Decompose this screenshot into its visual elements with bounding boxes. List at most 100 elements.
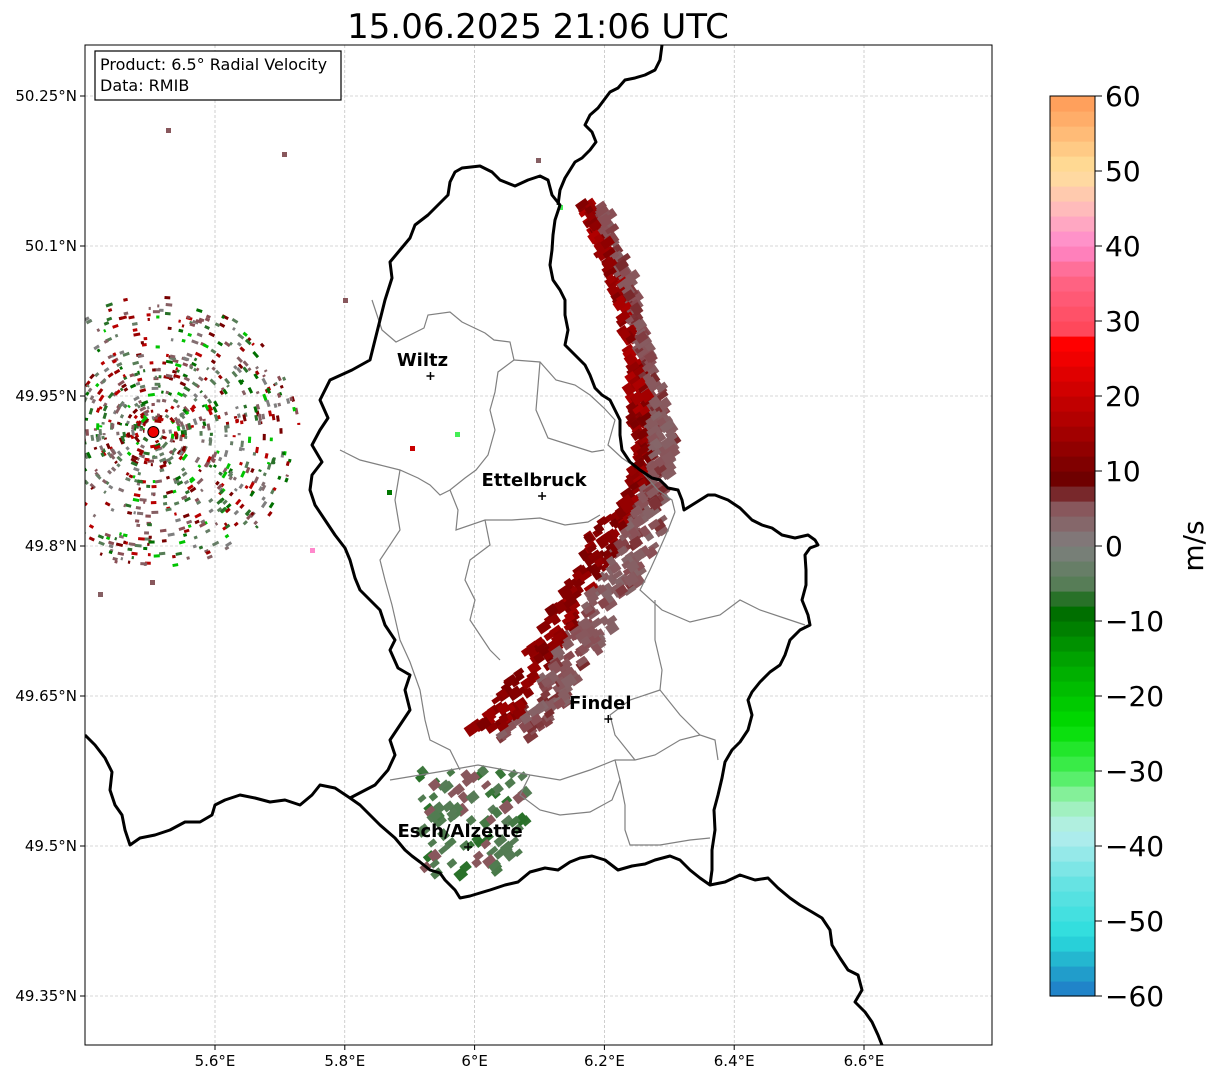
radar-clutter-gate <box>64 493 69 498</box>
radar-clutter-gate <box>161 390 164 394</box>
radar-clutter-gate <box>133 332 141 337</box>
radar-clutter-gate <box>151 386 159 390</box>
radar-echo-gate <box>503 673 517 686</box>
radar-clutter-gate <box>224 425 228 433</box>
radar-clutter-gate <box>159 452 165 457</box>
colorbar-band <box>1050 291 1095 307</box>
radar-clutter-gate <box>213 400 219 408</box>
radar-clutter-gate <box>238 483 244 490</box>
radar-clutter-gate <box>78 341 84 346</box>
canton-border <box>654 600 719 761</box>
map-panel[interactable]: Wiltz Ettelbruck Findel Esch/Alzette Produc… <box>3 44 993 1046</box>
radar-echo-gate <box>527 660 542 675</box>
radar-clutter-gate <box>263 369 268 373</box>
radar-echo-gate <box>504 777 516 789</box>
lon-tick-label: 6°E <box>461 1052 488 1070</box>
radar-clutter-gate <box>76 349 82 354</box>
radar-clutter-gate <box>137 353 145 359</box>
radar-clutter-gate <box>8 442 12 447</box>
radar-clutter-gate <box>165 353 169 358</box>
radar-clutter-gate <box>69 339 74 344</box>
radar-clutter-gate <box>272 461 276 465</box>
radar-clutter-gate <box>220 387 225 391</box>
radar-clutter-gate <box>109 448 117 456</box>
lon-tick-label: 6.4°E <box>714 1052 755 1070</box>
radar-clutter-gate <box>136 404 141 409</box>
radar-clutter-gate <box>195 318 203 324</box>
radar-clutter-gate <box>182 513 190 519</box>
colorbar-band <box>1050 576 1095 592</box>
radar-clutter-gate <box>173 431 178 437</box>
radar-echo-gate <box>518 718 534 734</box>
radar-echo-gate <box>604 614 618 627</box>
radar-clutter-gate <box>12 439 16 445</box>
radar-clutter-gate <box>54 452 58 457</box>
radar-echo-gate <box>493 848 505 860</box>
radar-clutter-gate <box>247 436 252 443</box>
radar-clutter-gate <box>85 364 86 372</box>
radar-clutter-gate <box>240 440 244 448</box>
lon-tick-label: 5.6°E <box>195 1052 236 1070</box>
colorbar: 60 50 40 30 20 10 0 −10 −20 −30 −40 −50 −60 m/s <box>1049 80 1207 1013</box>
radar-echo-gate <box>527 677 537 686</box>
radar-clutter-gate <box>128 542 136 547</box>
radar-site <box>144 423 163 441</box>
radar-clutter-gate <box>205 550 211 555</box>
radar-clutter-gate <box>133 435 141 443</box>
radar-clutter-gate <box>260 484 267 492</box>
radar-clutter-gate <box>154 368 161 372</box>
radar-clutter-gate <box>226 384 230 388</box>
radar-clutter-gate <box>131 321 138 326</box>
radar-echo-gate <box>511 823 524 835</box>
radar-clutter-gate <box>207 404 214 412</box>
radar-echo-gate <box>452 783 465 796</box>
radar-clutter-gate <box>188 363 194 368</box>
radar-clutter-gate <box>50 510 57 517</box>
radar-echo-gate <box>453 867 469 882</box>
radar-echo-gate <box>593 522 605 535</box>
radar-clutter-gate <box>247 387 254 394</box>
radar-clutter-gate <box>85 501 88 507</box>
radar-clutter-gate <box>219 506 227 514</box>
radar-clutter-gate <box>200 519 206 525</box>
radar-clutter-gate <box>110 507 115 512</box>
radar-echo-gate <box>658 396 672 411</box>
radar-echo-gate <box>447 812 459 823</box>
radar-clutter-gate <box>211 366 216 371</box>
radar-clutter-gate <box>9 471 14 477</box>
radar-clutter-gate <box>40 429 43 432</box>
radar-clutter-gate <box>90 486 94 491</box>
radar-clutter-gate <box>145 514 151 518</box>
colorbar-band <box>1050 381 1095 397</box>
radar-clutter-gate <box>42 499 47 505</box>
radar-echo-gate <box>616 520 628 532</box>
radar-clutter-gate <box>215 480 220 486</box>
radar-echo-gate <box>415 823 431 838</box>
colorbar-band <box>1050 741 1095 757</box>
radar-clutter-gate <box>165 359 174 364</box>
canton-border <box>619 779 711 846</box>
radar-clutter-gate <box>129 373 135 378</box>
radar-clutter-gate <box>251 342 255 347</box>
radar-echo-gate <box>575 655 589 668</box>
radar-clutter-gate <box>114 536 118 541</box>
radar-clutter-gate <box>87 387 93 393</box>
colorbar-band <box>1050 216 1095 232</box>
radar-echo-gate <box>582 605 594 615</box>
colorbar-band <box>1050 726 1095 742</box>
canton-border <box>339 299 515 496</box>
radar-clutter-gate <box>21 466 26 473</box>
radar-clutter-gate <box>181 445 187 452</box>
radar-clutter-gate <box>32 496 37 501</box>
radar-clutter-gate <box>225 463 231 470</box>
colorbar-band <box>1050 471 1095 487</box>
radar-clutter-gate <box>225 541 233 548</box>
radar-clutter-gate <box>108 540 115 546</box>
radar-echo-gate <box>623 571 639 588</box>
radar-echo-gate <box>461 776 473 787</box>
radar-clutter-gate <box>297 422 301 426</box>
radar-echo-gate <box>630 574 646 589</box>
radar-clutter-gate <box>132 328 138 332</box>
radar-clutter-gate <box>38 500 43 506</box>
radar-clutter-gate <box>170 405 175 410</box>
